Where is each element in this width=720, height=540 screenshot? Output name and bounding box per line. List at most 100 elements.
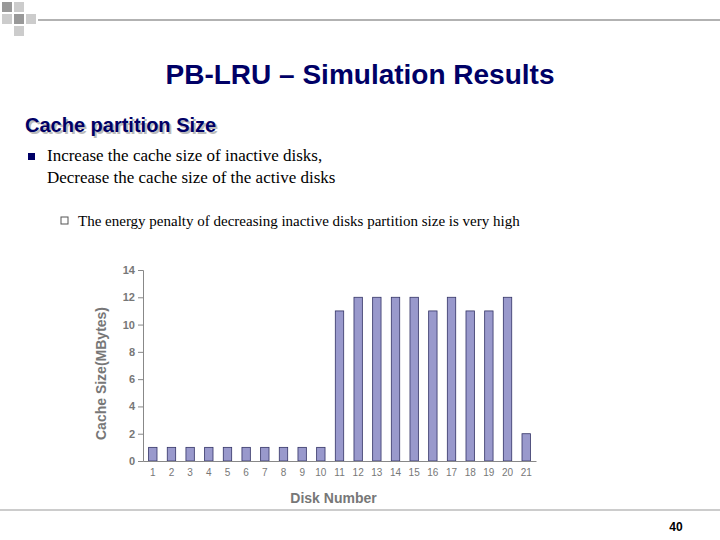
slide: PB-LRU – Simulation Results Cache partiti… [0,0,720,540]
x-tick: 9 [299,461,305,478]
y-tick-label: 6 [129,373,135,385]
bar [354,297,362,461]
x-tick-label: 10 [315,467,327,478]
x-tick-label: 15 [409,467,421,478]
x-tick-label: 9 [299,467,305,478]
bar [522,434,530,461]
y-axis-line [138,271,144,462]
x-axis: 123456789101112131415161718192021 [144,461,537,478]
template-square [2,2,12,12]
y-axis-title: Cache Size(MBytes) [93,307,109,440]
bar [373,297,381,461]
y-tick-mark [138,379,143,380]
x-tick: 5 [225,461,231,478]
bar [485,311,493,461]
template-square [14,2,24,12]
bar [149,447,157,461]
sub-bullet-text: The energy penalty of decreasing inactiv… [78,213,520,229]
y-tick-mark [138,461,143,462]
x-tick-label: 8 [281,467,287,478]
x-tick-label: 1 [150,467,156,478]
bullet-text: Increase the cache size of inactive disk… [47,146,322,165]
bar [279,447,287,461]
bar [503,297,511,461]
x-tick-label: 16 [427,467,439,478]
title: PB-LRU – Simulation Results [166,59,555,90]
x-tick-label: 7 [262,467,268,478]
x-axis-line [144,461,537,462]
y-tick-mark [138,352,143,353]
x-tick: 17 [446,461,458,478]
bullet-marker [28,153,35,160]
x-tick: 2 [169,461,175,478]
bar [223,447,231,461]
x-tick: 7 [262,461,268,478]
x-tick-label: 3 [187,467,193,478]
x-tick-label: 6 [243,467,249,478]
x-tick-label: 5 [225,467,231,478]
template-square [14,26,24,36]
x-tick: 4 [206,461,212,478]
x-tick: 12 [353,461,365,478]
x-tick-label: 17 [446,467,458,478]
y-tick-label: 10 [123,319,135,331]
y-tick-label: 2 [129,428,135,440]
x-tick: 15 [409,461,421,478]
y-tick-mark [138,325,143,326]
y-tick-mark [138,406,143,407]
x-tick: 1 [150,461,156,478]
y-tick-label: 12 [123,291,135,303]
x-tick: 11 [334,461,345,478]
y-tick-label: 14 [123,264,136,276]
y-tick-mark [138,434,143,435]
bar [466,311,474,461]
y-tick-label: 4 [129,400,136,412]
template-square [14,14,24,24]
bar [429,311,437,461]
bar [447,297,455,461]
y-tick: 8 [129,346,143,358]
y-tick-mark [138,270,143,271]
bar [242,447,250,461]
x-tick-label: 21 [521,467,533,478]
x-tick-label: 13 [371,467,383,478]
template-square [26,14,36,24]
y-tick-label: 0 [129,455,135,467]
x-tick-label: 4 [206,467,212,478]
bar [298,447,306,461]
x-tick: 10 [315,461,327,478]
x-tick: 8 [281,461,287,478]
y-tick: 2 [129,428,143,440]
y-tick: 4 [129,400,143,412]
y-axis: 0 2 4 6 8 10 12 14 [123,264,144,467]
bar [410,297,418,461]
page-number: 40 [669,520,683,534]
x-tick-label: 2 [169,467,175,478]
x-tick: 16 [427,461,439,478]
x-tick-label: 14 [390,467,402,478]
bar [167,447,175,461]
sub-bullet-marker [61,217,68,224]
bar [186,447,194,461]
x-tick-label: 12 [353,467,365,478]
x-tick: 19 [483,461,495,478]
bar [317,447,325,461]
x-tick: 14 [390,461,402,478]
x-tick: 3 [187,461,193,478]
y-tick: 14 [123,264,143,276]
template-square [2,14,12,24]
x-tick-label: 18 [465,467,477,478]
x-tick-label: 20 [502,467,514,478]
y-tick: 10 [123,319,143,331]
x-tick: 13 [371,461,383,478]
subtitle: Cache partition Size [25,114,216,136]
x-tick-label: 11 [334,467,345,478]
template-line [38,19,720,21]
y-tick: 6 [129,373,143,385]
bar [205,447,213,461]
y-tick-label: 8 [129,346,135,358]
x-tick: 20 [502,461,514,478]
y-tick-mark [138,297,143,298]
y-tick: 12 [123,291,143,303]
bar [261,447,269,461]
